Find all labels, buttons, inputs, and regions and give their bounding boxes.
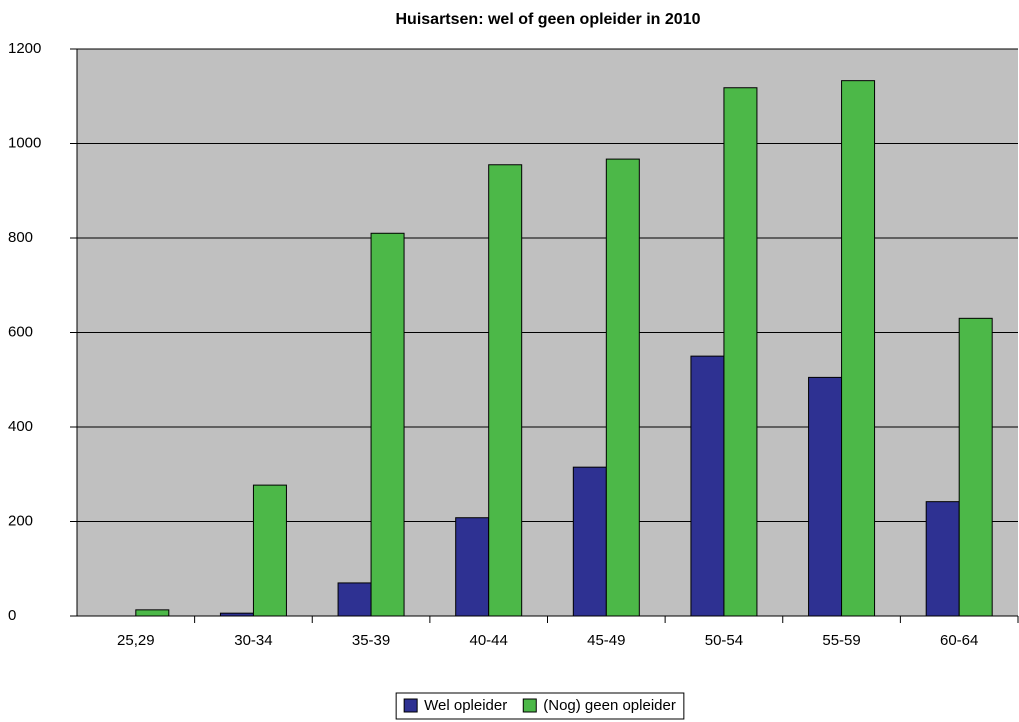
x-tick-label: 45-49 xyxy=(587,632,625,649)
bar xyxy=(808,376,843,617)
bar xyxy=(605,158,640,617)
bar xyxy=(135,609,170,617)
bar xyxy=(337,582,372,617)
legend-label: Wel opleider xyxy=(424,697,507,714)
bar xyxy=(925,501,960,617)
bar xyxy=(572,466,607,617)
bar xyxy=(690,355,725,617)
bar xyxy=(370,232,405,617)
x-tick-label: 25,29 xyxy=(117,632,155,649)
x-tick-label: 40-44 xyxy=(470,632,508,649)
legend-swatch xyxy=(403,698,418,713)
y-tick-label: 1000 xyxy=(8,134,41,151)
bar xyxy=(455,517,490,617)
y-tick-label: 400 xyxy=(8,418,33,435)
legend xyxy=(395,692,685,720)
x-tick-label: 35-39 xyxy=(352,632,390,649)
y-tick-label: 200 xyxy=(8,512,33,529)
x-tick-label: 60-64 xyxy=(940,632,978,649)
y-tick-label: 800 xyxy=(8,229,33,246)
bar xyxy=(488,164,523,617)
bar xyxy=(841,80,876,617)
chart-title: Huisartsen: wel of geen opleider in 2010 xyxy=(396,11,701,28)
y-tick-label: 600 xyxy=(8,323,33,340)
x-tick-label: 50-54 xyxy=(705,632,743,649)
legend-label: (Nog) geen opleider xyxy=(543,697,676,714)
bar xyxy=(252,484,287,617)
y-tick-label: 0 xyxy=(8,607,16,624)
x-tick-label: 30-34 xyxy=(234,632,272,649)
bar xyxy=(958,317,993,617)
bar xyxy=(723,87,758,617)
y-tick-label: 1200 xyxy=(8,40,41,57)
x-tick-label: 55-59 xyxy=(822,632,860,649)
legend-swatch xyxy=(522,698,537,713)
